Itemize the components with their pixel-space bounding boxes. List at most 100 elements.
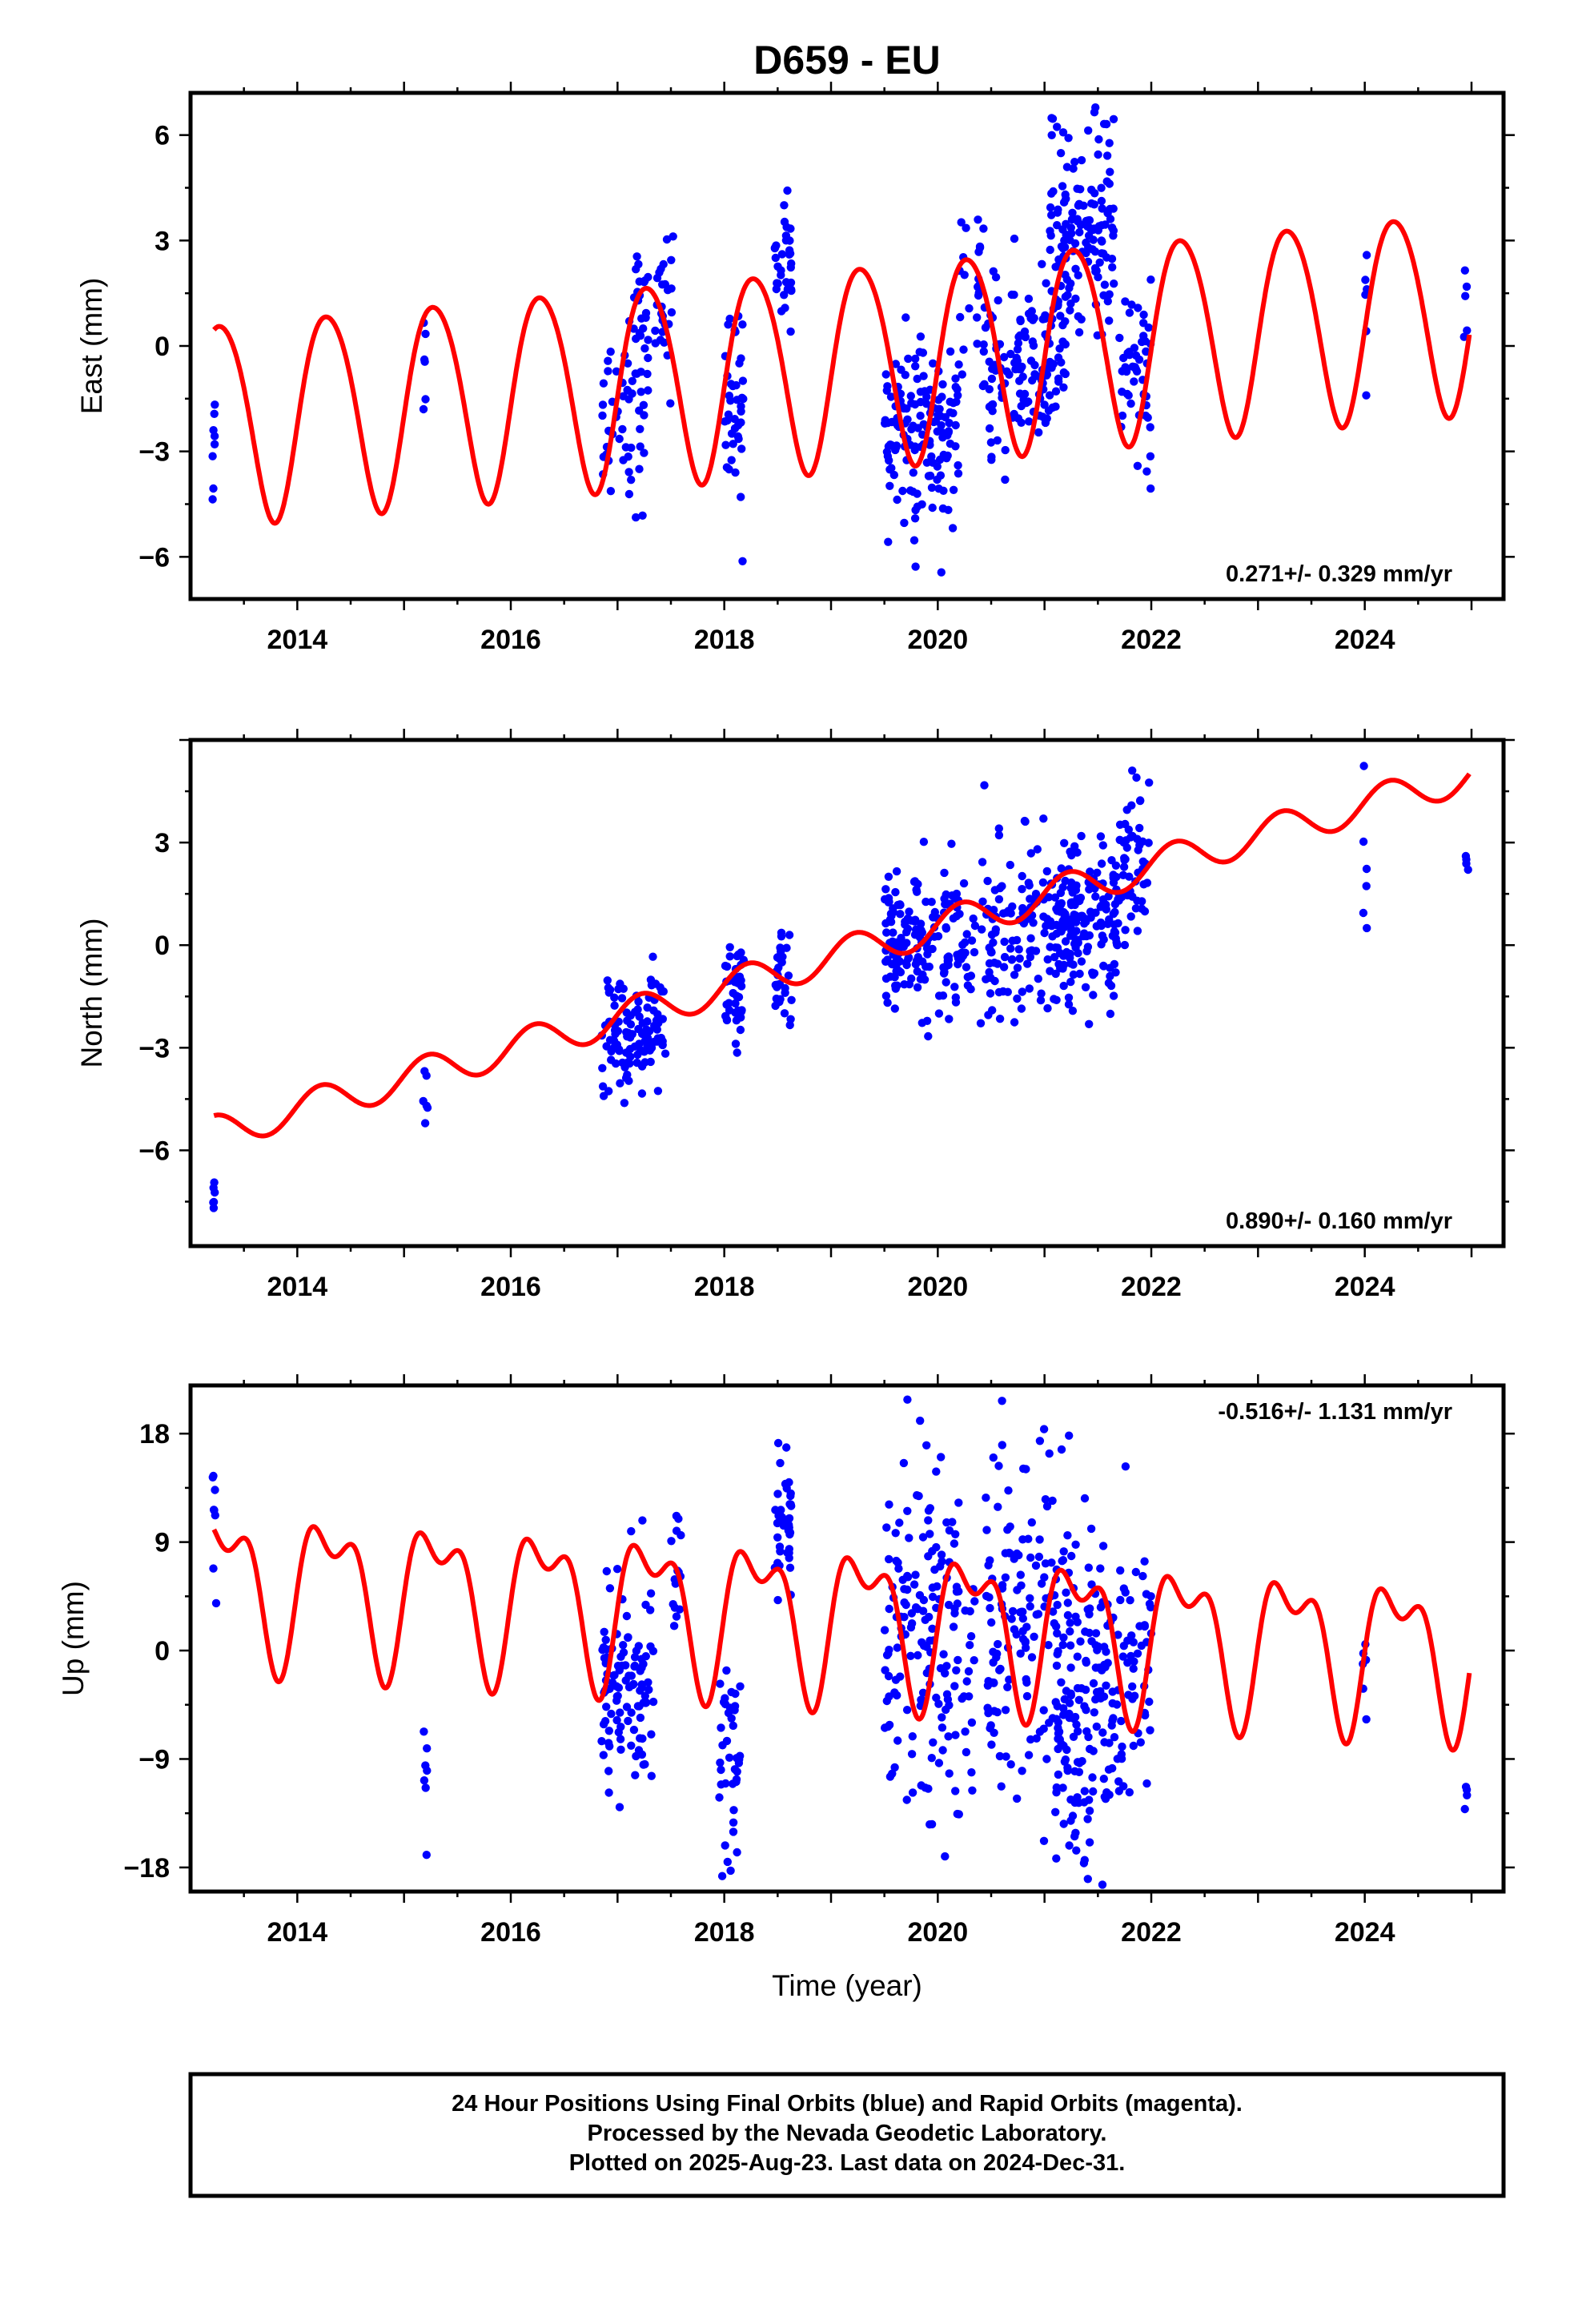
data-point (997, 1782, 1006, 1791)
y-tick-label: 18 (139, 1419, 170, 1449)
data-point (906, 1651, 915, 1660)
data-point (1091, 892, 1100, 901)
data-point (644, 353, 652, 363)
data-point (636, 1713, 645, 1723)
data-point (1059, 383, 1068, 392)
data-point (913, 374, 921, 384)
data-point (1463, 1791, 1472, 1799)
data-point (959, 1692, 969, 1701)
data-point (987, 374, 997, 384)
data-point (1013, 994, 1022, 1003)
data-point (785, 1020, 794, 1030)
data-point (612, 1715, 621, 1725)
data-point (601, 1635, 610, 1644)
data-point (1056, 149, 1066, 158)
data-point (621, 1676, 630, 1685)
data-point (630, 1042, 640, 1051)
data-point (1045, 391, 1054, 400)
data-point (737, 444, 746, 453)
data-point (934, 1699, 943, 1708)
data-point (881, 370, 890, 379)
data-point (780, 217, 789, 227)
data-point (648, 952, 657, 961)
data-point (640, 278, 648, 287)
data-point (1000, 937, 1009, 947)
data-point (1047, 131, 1056, 139)
data-point (1010, 1018, 1019, 1027)
data-point (886, 392, 896, 401)
data-point (628, 376, 636, 385)
data-point (937, 1550, 946, 1559)
data-point (1047, 114, 1056, 123)
data-point (1099, 961, 1108, 971)
data-point (627, 476, 636, 485)
data-point (600, 1627, 608, 1637)
data-point (636, 388, 645, 396)
data-point (899, 1458, 909, 1468)
data-point (900, 1598, 909, 1607)
data-point (954, 1587, 963, 1596)
data-point (738, 320, 747, 329)
data-point (729, 1806, 738, 1815)
data-point (1064, 134, 1073, 143)
data-point (1059, 981, 1068, 991)
data-point (900, 518, 909, 528)
data-point (1099, 291, 1108, 300)
data-point (994, 1502, 1002, 1511)
data-point (987, 400, 997, 409)
data-point (916, 1416, 925, 1425)
data-point (1014, 339, 1023, 348)
data-point (1084, 243, 1093, 251)
data-point (986, 973, 995, 983)
data-point (1019, 396, 1028, 404)
data-point (1097, 236, 1106, 245)
data-point (1066, 1663, 1075, 1672)
data-point (986, 1603, 994, 1613)
data-point (1013, 345, 1022, 354)
data-point (645, 1046, 654, 1055)
data-point (717, 1872, 727, 1880)
data-point (1130, 344, 1139, 352)
data-point (884, 1722, 893, 1731)
data-point (1105, 1739, 1114, 1747)
data-point (1076, 912, 1086, 922)
data-point (1046, 245, 1054, 255)
data-point (1083, 1815, 1092, 1823)
data-point (1069, 960, 1078, 969)
data-point (1006, 1522, 1014, 1531)
x-tick-label: 2014 (267, 625, 328, 655)
data-point (939, 969, 949, 978)
data-point (423, 1104, 432, 1112)
data-point (891, 1675, 901, 1684)
data-point (962, 1677, 971, 1686)
data-point (1139, 880, 1148, 889)
data-point (774, 1511, 783, 1520)
data-point (629, 1725, 639, 1735)
data-point (1052, 1788, 1061, 1797)
data-point (889, 928, 897, 937)
data-point (1118, 1742, 1126, 1751)
data-point (945, 1015, 954, 1023)
data-point (638, 1019, 647, 1027)
data-point (944, 1732, 953, 1741)
data-point (785, 931, 794, 939)
data-point (1066, 1816, 1075, 1825)
data-point (1043, 1003, 1052, 1013)
data-point (734, 950, 743, 959)
data-point (938, 1723, 947, 1732)
data-point (1032, 1734, 1041, 1743)
x-tick-label: 2014 (267, 1272, 328, 1302)
data-point (647, 1730, 656, 1739)
data-point (782, 1443, 791, 1452)
data-point (1091, 103, 1100, 112)
data-point (978, 381, 988, 391)
data-point (1025, 984, 1034, 993)
data-point (634, 259, 643, 269)
data-point (1107, 223, 1117, 232)
data-point (1363, 923, 1371, 933)
data-point (1060, 1695, 1070, 1704)
data-point (1017, 1328, 1025, 1336)
data-point (994, 1639, 1002, 1649)
data-point (919, 838, 929, 846)
data-point (961, 1606, 970, 1615)
